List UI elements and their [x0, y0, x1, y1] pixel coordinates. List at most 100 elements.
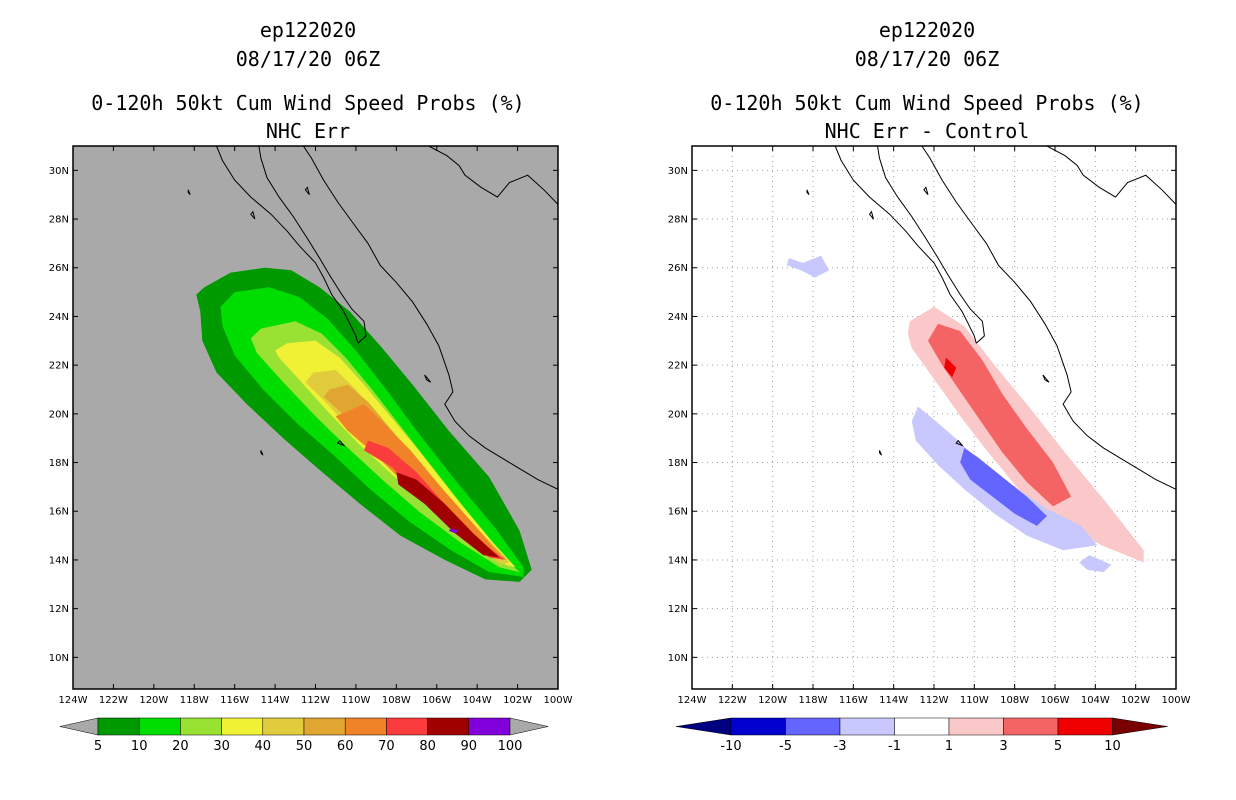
x-tick-label: 124W [59, 695, 88, 706]
colorbar-label: 3 [999, 739, 1007, 754]
island [955, 439, 964, 447]
colorbar-segment [1057, 717, 1113, 736]
contour-80 [396, 472, 500, 558]
coastline [428, 146, 558, 205]
island [868, 210, 874, 220]
colorbar-label: 90 [461, 739, 478, 754]
x-tick-label: 118W [799, 695, 828, 706]
plot-background [692, 146, 1176, 689]
y-tick-label: 10N [668, 653, 688, 664]
y-tick-label: 18N [668, 458, 688, 469]
island [879, 450, 883, 456]
colorbar-label: -10 [720, 739, 741, 754]
x-tick-label: 102W [503, 695, 532, 706]
colorbar-label: 100 [498, 739, 523, 754]
x-tick-label: 116W [839, 695, 868, 706]
y-tick-label: 20N [49, 409, 69, 420]
y-tick-label: 16N [49, 507, 69, 518]
colorbar-segment [344, 717, 387, 736]
right-title: 0-120h 50kt Cum Wind Speed Probs (%) [710, 91, 1143, 115]
left-storm-id: ep122020 [260, 18, 356, 42]
colorbar-label: 50 [296, 739, 313, 754]
x-tick-label: 122W [718, 695, 747, 706]
y-tick-label: 22N [49, 361, 69, 372]
coastline [258, 146, 367, 344]
coastline [877, 146, 985, 344]
coastline [302, 146, 558, 490]
y-tick-label: 12N [49, 604, 69, 615]
colorbar-segment [262, 717, 305, 736]
right-colorbar: -10 -5 -3 -1 1 3 5 10 [675, 717, 1168, 754]
colorbar-segment [303, 717, 346, 736]
island [1042, 374, 1050, 383]
x-tick-label: 102W [1121, 695, 1150, 706]
island [260, 450, 264, 456]
island [336, 439, 346, 447]
right-subtitle: NHC Err - Control [825, 119, 1030, 143]
coastline [216, 146, 359, 344]
colorbar-label: 10 [1104, 739, 1121, 754]
x-tick-label: 116W [220, 695, 249, 706]
right-storm-id: ep122020 [879, 18, 975, 42]
island [187, 189, 191, 196]
y-tick-label: 30N [668, 166, 688, 177]
x-tick-label: 120W [139, 695, 168, 706]
contour-minus1 [911, 406, 1098, 551]
colorbar-label: 20 [172, 739, 189, 754]
x-tick-label: 118W [180, 695, 209, 706]
y-tick-label: 20N [668, 409, 688, 420]
x-tick-label: 122W [99, 695, 128, 706]
x-tick-label: 114W [261, 695, 290, 706]
y-tick-label: 30N [49, 166, 69, 177]
x-tick-label: 106W [422, 695, 451, 706]
colorbar-segment [97, 717, 140, 736]
colorbar-segment [948, 717, 1004, 736]
x-tick-label: 110W [960, 695, 989, 706]
colorbar-over-triangle [1112, 717, 1168, 736]
y-tick-label: 16N [668, 507, 688, 518]
coastline [921, 146, 1176, 490]
y-tick-label: 26N [49, 263, 69, 274]
coastline [834, 146, 977, 344]
colorbar-label: 5 [1054, 739, 1062, 754]
colorbar-under-triangle [675, 717, 732, 736]
colorbar-label: 10 [131, 739, 148, 754]
x-tick-label: 100W [1162, 695, 1191, 706]
colorbar-segment [894, 717, 950, 736]
right-axes: 124W 122W 120W 118W 116W 114W 112W 110W 108W 106W… [668, 145, 1191, 706]
left-title: 0-120h 50kt Cum Wind Speed Probs (%) [91, 91, 524, 115]
colorbar-segment [386, 717, 428, 736]
plot-clip-group [692, 146, 1176, 689]
colorbar-label: 60 [337, 739, 354, 754]
colorbar-segment [180, 717, 222, 736]
right-panel: ep122020 08/17/20 06Z 0-120h 50kt Cum Wi… [668, 18, 1191, 754]
colorbar-under-triangle [59, 717, 99, 736]
contour-minus1 [786, 255, 830, 278]
left-datetime: 08/17/20 06Z [236, 47, 381, 71]
x-tick-label: 120W [758, 695, 787, 706]
y-tick-label: 28N [49, 215, 69, 226]
x-tick-label: 108W [1000, 695, 1029, 706]
y-tick-label: 14N [668, 555, 688, 566]
x-tick-label: 112W [301, 695, 330, 706]
colorbar-segment [1003, 717, 1059, 736]
y-tick-label: 12N [668, 604, 688, 615]
colorbar-label: 1 [945, 739, 953, 754]
colorbar-label: 40 [255, 739, 272, 754]
coastline [1046, 146, 1176, 205]
left-colorbar: 5 10 20 30 40 50 60 70 80 90 100 [59, 717, 549, 754]
y-tick-label: 24N [668, 312, 688, 323]
right-plot-area [692, 146, 1176, 689]
y-tick-label: 22N [668, 361, 688, 372]
island [806, 189, 810, 196]
contour-90 [448, 528, 459, 534]
y-tick-label: 14N [49, 555, 69, 566]
x-tick-label: 106W [1041, 695, 1070, 706]
x-tick-label: 112W [920, 695, 949, 706]
colorbar-label: 70 [378, 739, 395, 754]
colorbar-segment [138, 717, 181, 736]
colorbar-segment [221, 717, 264, 736]
y-tick-label: 18N [49, 458, 69, 469]
contour-minus3 [960, 447, 1047, 526]
